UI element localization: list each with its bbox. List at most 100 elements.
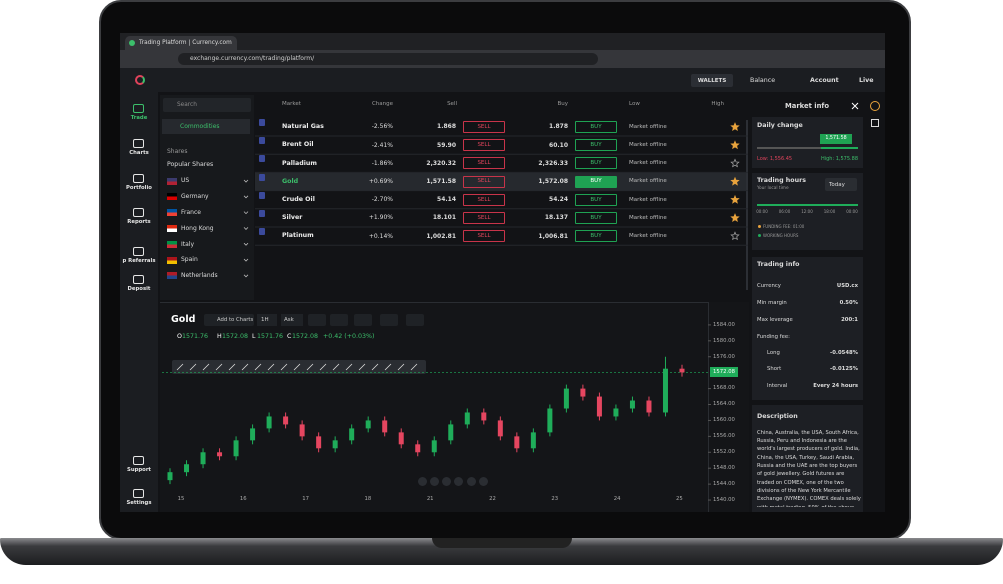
buy-label[interactable]: BUY (590, 123, 602, 130)
chart-nav-button[interactable] (479, 477, 488, 486)
buy-button[interactable] (575, 139, 617, 152)
panel-title: Market info (784, 101, 830, 110)
chart-nav-button[interactable] (418, 477, 427, 486)
buy-button[interactable] (575, 230, 617, 243)
candle-body (464, 412, 470, 425)
chart-tool[interactable] (330, 314, 348, 326)
chart-tool[interactable] (354, 314, 372, 326)
sell-button[interactable] (463, 212, 505, 224)
price-tick-label: 1564.00 (713, 401, 735, 408)
interval[interactable]: 1H (261, 316, 269, 323)
chart-nav-button[interactable] (442, 477, 451, 486)
sell-label[interactable]: SELL (477, 178, 491, 185)
wallets-button[interactable] (691, 74, 733, 87)
day-select[interactable] (825, 178, 857, 191)
wallets-label[interactable]: WALLETS (697, 77, 727, 84)
tab[interactable] (125, 36, 237, 50)
candle-body (398, 432, 404, 445)
change: -2.70% (371, 196, 393, 204)
chart-nav-button[interactable] (430, 477, 439, 486)
sidebar-item[interactable]: Trade (130, 114, 148, 121)
market-name[interactable]: Palladium (282, 159, 317, 167)
buy-button[interactable] (575, 157, 617, 170)
chart-tool[interactable] (380, 314, 398, 326)
buy-button[interactable] (575, 193, 617, 206)
buy-label[interactable]: BUY (590, 232, 602, 239)
sell-label[interactable]: SELL (477, 214, 491, 221)
buy-button[interactable] (575, 212, 617, 224)
buy-label[interactable]: BUY (590, 214, 602, 221)
price-tick-label: 1568.00 (713, 385, 735, 392)
low: Market offline (629, 141, 667, 148)
favorite-star (730, 158, 740, 168)
flag (167, 272, 177, 280)
side-select[interactable] (281, 314, 303, 326)
buy-label[interactable]: BUY (590, 141, 602, 148)
sell-label[interactable]: SELL (477, 160, 491, 167)
account[interactable]: Account (810, 77, 839, 85)
candle-body (530, 432, 536, 449)
sell-button[interactable] (463, 193, 505, 206)
current-price-tag (710, 367, 738, 378)
country[interactable]: Netherlands (181, 272, 218, 280)
sell-label[interactable]: SELL (477, 141, 491, 148)
search-box[interactable] (163, 98, 251, 112)
market-name[interactable]: Crude Oil (282, 196, 315, 204)
commodities-row[interactable] (162, 119, 250, 134)
country[interactable]: France (181, 209, 201, 216)
range-bar (757, 147, 858, 149)
sell-button[interactable] (463, 175, 505, 188)
sidebar-icon (133, 456, 144, 465)
country[interactable]: Germany (181, 193, 209, 201)
chart-nav-button[interactable] (467, 477, 476, 486)
buy-label[interactable]: BUY (590, 178, 602, 185)
country[interactable]: Hong Kong (181, 224, 214, 232)
market-name[interactable]: Natural Gas (282, 123, 324, 131)
candle-body (613, 408, 619, 417)
sidebar-item[interactable]: Settings (126, 499, 152, 506)
trading-info-card (752, 257, 863, 400)
market-name[interactable]: Brent Oil (282, 141, 314, 149)
country[interactable]: US (181, 177, 190, 185)
sidebar-item[interactable]: Support (127, 466, 151, 473)
balance[interactable]: Balance (750, 77, 776, 85)
sell-label[interactable]: SELL (477, 123, 491, 130)
add-to-charts-label[interactable]: Add to Charts (217, 316, 254, 323)
market-name[interactable]: Silver (282, 214, 303, 222)
candle-body (596, 396, 602, 417)
country[interactable]: Italy (181, 240, 195, 248)
sell-button[interactable] (463, 157, 505, 170)
market-name[interactable]: Gold (282, 177, 299, 185)
sidebar-item[interactable]: Reports (127, 218, 151, 225)
interval-select[interactable] (257, 314, 277, 326)
buy-button[interactable] (575, 175, 617, 188)
sidebar-item[interactable]: Deposit (127, 285, 151, 292)
url-field[interactable] (178, 53, 598, 65)
chart-nav-button[interactable] (454, 477, 463, 486)
sell-button[interactable] (463, 230, 505, 243)
add-to-charts[interactable] (204, 314, 254, 326)
side[interactable]: Ask (284, 316, 294, 323)
sell-price: 1.868 (437, 123, 456, 131)
funding-item: Long (767, 349, 780, 356)
buy-button[interactable] (575, 121, 617, 133)
live-mode[interactable]: Live (859, 77, 874, 85)
buy-label[interactable]: BUY (590, 160, 602, 167)
sell-button[interactable] (463, 121, 505, 133)
help-icon[interactable] (870, 101, 880, 111)
drawing-tool-icon (228, 363, 236, 371)
sell-button[interactable] (463, 139, 505, 152)
chart-tool[interactable] (308, 314, 326, 326)
sidebar-item[interactable]: Charts (129, 149, 149, 156)
sidebar-item[interactable]: p Referrals (122, 257, 156, 264)
buy-label[interactable]: BUY (590, 196, 602, 203)
country[interactable]: Spain (181, 256, 198, 264)
panel-icon[interactable] (871, 119, 879, 127)
market-name[interactable]: Platinum (282, 232, 314, 240)
sell-label[interactable]: SELL (477, 196, 491, 203)
day[interactable]: Today (829, 181, 845, 188)
sell-label[interactable]: SELL (477, 232, 491, 239)
chart-tool[interactable] (406, 314, 424, 326)
commodities: Commodities (180, 123, 220, 131)
sidebar-item[interactable]: Portfolio (126, 184, 152, 191)
